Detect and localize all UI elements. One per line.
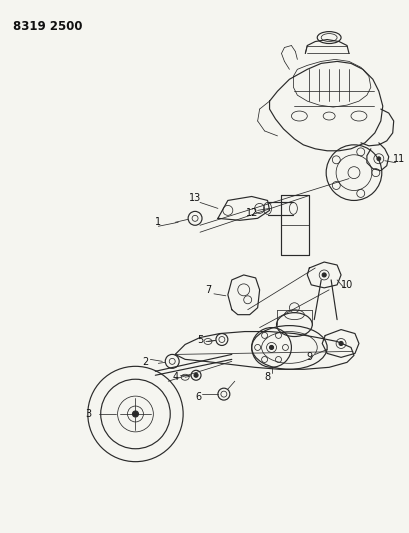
Text: 5: 5 xyxy=(196,335,203,344)
Text: 6: 6 xyxy=(195,392,201,402)
Circle shape xyxy=(193,373,198,377)
Circle shape xyxy=(338,342,342,345)
Text: 13: 13 xyxy=(189,193,201,204)
Circle shape xyxy=(376,157,380,161)
Text: 2: 2 xyxy=(142,357,148,367)
Text: 8: 8 xyxy=(264,372,270,382)
Text: 10: 10 xyxy=(340,280,352,290)
Text: 3: 3 xyxy=(85,409,92,419)
Text: 9: 9 xyxy=(306,352,312,362)
Text: 4: 4 xyxy=(172,372,178,382)
Circle shape xyxy=(132,411,138,417)
Text: 12: 12 xyxy=(245,208,257,219)
Text: 8319 2500: 8319 2500 xyxy=(13,20,83,33)
Text: 11: 11 xyxy=(391,154,404,164)
Text: 1: 1 xyxy=(155,217,161,227)
Circle shape xyxy=(321,273,326,277)
Circle shape xyxy=(269,345,273,350)
Text: 7: 7 xyxy=(204,285,211,295)
